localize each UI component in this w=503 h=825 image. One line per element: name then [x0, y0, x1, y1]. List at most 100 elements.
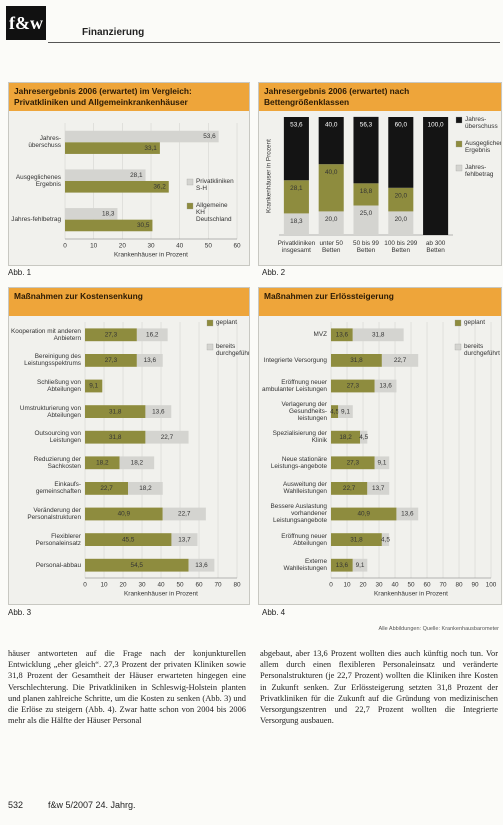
bar	[360, 430, 368, 444]
legend-label: Allgemeine KH Deutschland	[196, 202, 232, 223]
category-label: 50 bis 99 Betten	[353, 240, 379, 254]
value-label: 31,8	[109, 434, 122, 441]
value-label: 13,6	[144, 357, 157, 364]
value-label: 4,5	[330, 408, 339, 415]
bar	[352, 558, 368, 572]
bar-segment	[353, 116, 379, 184]
value-label: 40,9	[357, 511, 370, 518]
value-label: 13,6	[336, 331, 349, 338]
value-label: 4,5	[359, 434, 368, 441]
value-label: 18,2	[96, 459, 109, 466]
x-tick-label: 10	[100, 582, 108, 589]
x-tick-label: 100	[486, 582, 497, 589]
value-label: 60,0	[395, 122, 408, 129]
value-label: 18,3	[102, 211, 115, 218]
bar	[331, 456, 375, 470]
value-label: 25,0	[360, 210, 373, 217]
value-label: 28,1	[130, 172, 143, 179]
bar-segment	[283, 213, 309, 235]
category-label: Einkaufs-gemeinschaften	[35, 481, 81, 496]
value-label: 31,8	[350, 536, 363, 543]
value-label: 31,8	[109, 408, 122, 415]
bar-segment	[353, 205, 379, 235]
bar-segment	[318, 211, 344, 235]
bar	[65, 208, 118, 220]
value-label: 9,1	[89, 383, 98, 390]
bar-segment	[423, 117, 449, 235]
value-label: 18,8	[360, 188, 373, 195]
legend-swatch	[454, 343, 462, 351]
x-tick-label: 20	[119, 243, 127, 250]
bar	[374, 379, 397, 393]
bar-segment	[388, 117, 414, 188]
bar	[65, 142, 160, 154]
value-label: 22,7	[178, 511, 191, 518]
value-label: 9,1	[341, 408, 350, 415]
value-label: 20,0	[395, 216, 408, 223]
value-label: 27,3	[105, 357, 118, 364]
x-axis-label: Krankenhäuser in Prozent	[374, 591, 448, 598]
x-tick-label: 30	[138, 582, 146, 589]
x-tick-label: 60	[195, 582, 203, 589]
chart-title: Jahresergebnis 2006 (erwartet) nach Bett…	[259, 83, 501, 111]
header-rule	[48, 42, 500, 43]
category-label: Bessere Auslastung vorhandener Leistungs…	[270, 503, 328, 525]
legend-swatch	[186, 202, 194, 210]
value-label: 53,6	[203, 133, 216, 140]
value-label: 31,8	[350, 357, 363, 364]
legend-label: geplant	[216, 319, 237, 326]
bar	[331, 328, 353, 342]
x-tick-label: 70	[439, 582, 447, 589]
value-label: 45,5	[122, 536, 135, 543]
bar	[381, 354, 419, 367]
x-tick-label: 60	[423, 582, 431, 589]
bar	[85, 533, 172, 546]
value-label: 27,3	[347, 459, 360, 466]
value-label: 20,0	[325, 216, 338, 223]
value-label: 22,7	[343, 485, 356, 492]
bar	[85, 558, 189, 572]
bar	[136, 328, 168, 342]
legend-label: bereits durchgeführt	[216, 343, 250, 357]
category-label: Privatkliniken insgesamt	[277, 240, 316, 254]
bar	[85, 507, 163, 521]
x-tick-label: 20	[119, 582, 127, 589]
caption: Abb. 2	[262, 268, 286, 277]
value-label: 4,5	[381, 536, 390, 543]
bar	[331, 354, 382, 367]
bar	[188, 558, 215, 572]
x-tick-label: 50	[407, 582, 415, 589]
chart-panel: 0 10 20 30 40 50 60 Krankenhäuser in Prozent 53,…	[8, 82, 250, 266]
legend-label: Jahres-überschuss	[465, 116, 498, 130]
x-tick-label: 40	[157, 582, 165, 589]
bar-segment	[353, 183, 379, 206]
source-note: Alle Abbildungen: Quelle: Krankenhausbar…	[378, 626, 499, 632]
body-text: häuser antworteten auf die Frage nach de…	[8, 649, 246, 726]
value-label: 56,3	[360, 122, 373, 129]
x-tick-label: 10	[343, 582, 351, 589]
value-label: 22,7	[100, 485, 113, 492]
value-label: 20,0	[395, 192, 408, 199]
bar	[331, 533, 382, 546]
x-tick-label: 80	[455, 582, 463, 589]
bar	[331, 405, 339, 418]
bar	[85, 379, 103, 393]
category-label: Umstrukturierung von Abteilungen	[19, 404, 81, 419]
category-label: Reduzierung der Sachkosten	[33, 455, 81, 470]
x-tick-label: 30	[375, 582, 383, 589]
bar-segment	[283, 180, 309, 214]
chart: 0 10 20 30 40 50 60 70 80 90 100 Krankenhäuser in P…	[329, 319, 497, 598]
chart: 0 10 20 30 40 50 60 70 80 Krankenhäuser in Prozen…	[83, 319, 241, 598]
chart: Krankenhäuser in Prozent 18,3 28,1 53,6 20,0…	[266, 116, 463, 236]
bar	[85, 354, 137, 367]
category-label: Ausgeglichenes Ergebnis	[15, 173, 61, 188]
category-label: Flexiblerer Personaleinsatz	[35, 532, 81, 547]
value-label: 13,6	[195, 562, 208, 569]
bar-segment	[318, 117, 344, 165]
value-label: 9,1	[378, 459, 387, 466]
value-label: 13,7	[178, 536, 191, 543]
category-label: Schließung von Abteilungen	[36, 378, 81, 393]
bar	[331, 558, 353, 572]
bar	[331, 379, 375, 393]
x-tick-label: 0	[63, 243, 67, 250]
